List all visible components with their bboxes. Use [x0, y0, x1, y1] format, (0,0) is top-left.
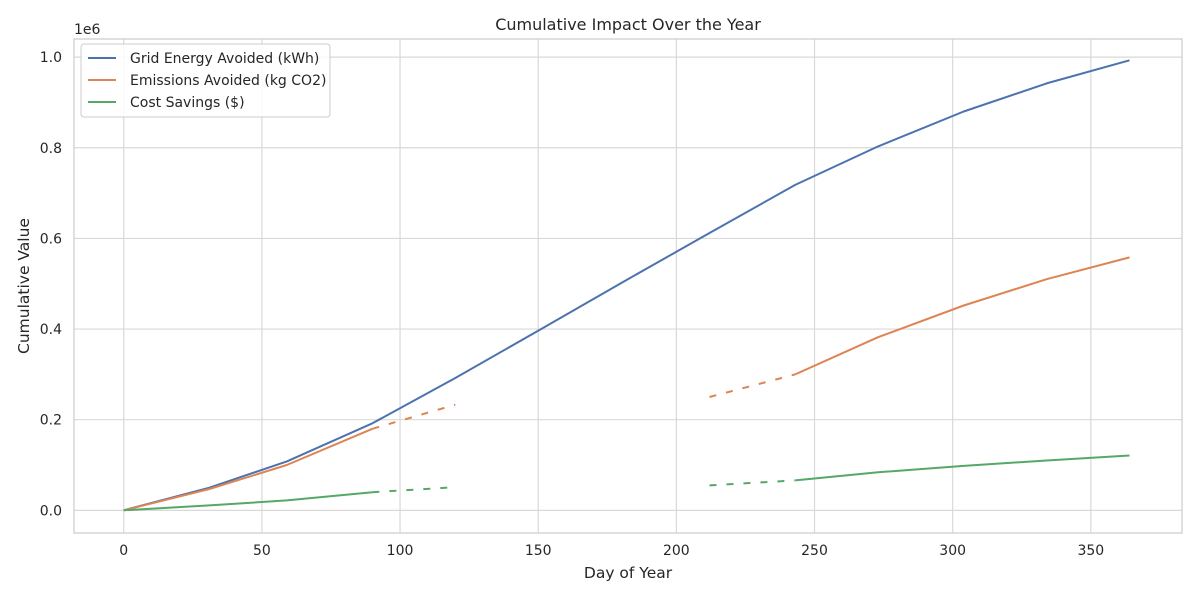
series-line-2 — [372, 403, 456, 430]
y-offset-label: 1e6 — [74, 22, 101, 38]
y-tick-label: 0.0 — [40, 503, 62, 519]
plot-frame — [73, 38, 1183, 534]
x-tick-label: 100 — [387, 543, 414, 559]
series-line-8 — [795, 454, 1130, 482]
y-tick-label: 1.0 — [40, 50, 62, 66]
y-tick-label: 0.2 — [40, 413, 62, 429]
y-tick-label: 0.8 — [40, 141, 62, 157]
legend: Grid Energy Avoided (kWh) Emissions Avoi… — [80, 43, 331, 118]
x-tick-label: 350 — [1077, 543, 1104, 559]
x-tick-label: 200 — [663, 543, 690, 559]
chart-title: Cumulative Impact Over the Year — [495, 15, 761, 34]
y-tick-label: 0.6 — [40, 231, 62, 247]
x-tick-label: 0 — [119, 543, 128, 559]
y-tick-label: 0.4 — [40, 322, 62, 338]
x-tick-label: 50 — [253, 543, 271, 559]
x-axis-label: Day of Year — [584, 564, 673, 582]
series-line-1 — [123, 427, 373, 512]
series-lines — [123, 59, 1130, 512]
y-axis-label: Cumulative Value — [15, 218, 33, 354]
legend-box — [80, 43, 331, 118]
series-line-4 — [794, 256, 1130, 376]
series-line-7 — [709, 479, 796, 487]
series-line-5 — [123, 491, 373, 512]
legend-label-emissions: Emissions Avoided (kg CO2) — [130, 73, 326, 89]
x-tick-label: 300 — [939, 543, 966, 559]
grid — [74, 39, 1182, 533]
legend-label-grid-energy: Grid Energy Avoided (kWh) — [130, 51, 319, 67]
tick-labels: 0 50 100 150 200 250 300 350 0.0 0.2 0.4 0.6 0.8 1.0 — [40, 50, 1104, 559]
series-line-6 — [372, 486, 456, 494]
x-tick-label: 250 — [801, 543, 828, 559]
series-line-0 — [123, 59, 1130, 512]
x-tick-label: 150 — [525, 543, 552, 559]
series-line-3 — [709, 373, 796, 398]
legend-label-cost-savings: Cost Savings ($) — [130, 95, 245, 111]
